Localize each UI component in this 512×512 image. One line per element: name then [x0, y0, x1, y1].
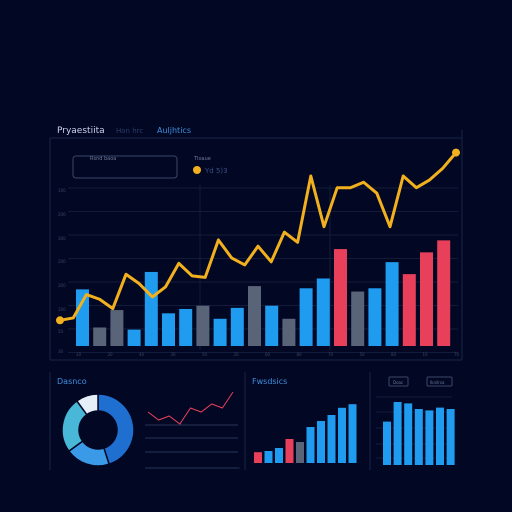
right-bar [414, 409, 423, 465]
bar [248, 286, 261, 346]
line-point-end [452, 148, 460, 157]
bar [110, 310, 124, 346]
tab-2[interactable]: Hon hrc [116, 127, 143, 135]
x-tick: 10 [76, 352, 82, 357]
bar [213, 318, 227, 346]
bar [420, 252, 433, 346]
range-button-2[interactable] [426, 376, 453, 387]
bar [368, 288, 382, 346]
y-tick: 200 [58, 259, 66, 264]
x-tick: 10 [423, 352, 429, 357]
bar [402, 274, 416, 346]
x-tick: 20 [234, 352, 240, 357]
bar [196, 305, 210, 346]
bar [437, 240, 451, 346]
right-bar [404, 403, 413, 465]
mini-bar-chart-middle [254, 404, 357, 463]
search-label: Rsnd baoa [90, 156, 116, 162]
main-panel [49, 130, 463, 361]
mini-line-chart [147, 391, 234, 425]
bar [316, 278, 330, 346]
main-bar-series [76, 240, 451, 346]
bar [144, 271, 158, 346]
mini-bar [317, 421, 325, 463]
main-line-series [56, 148, 460, 325]
bar [282, 318, 296, 346]
y-tick: 300 [58, 236, 66, 241]
donut-slice [75, 393, 99, 416]
mini-bar [296, 442, 304, 463]
y-tick: 100 [58, 188, 66, 193]
legend-value: Yd 5)3 [204, 167, 228, 175]
main-grid [68, 185, 458, 353]
mini-bar [327, 415, 336, 463]
mini-line-grid [145, 424, 238, 469]
line-point-start [56, 316, 64, 325]
mini-bar [254, 452, 262, 463]
y-tick: 300 [58, 283, 66, 288]
x-tick: 40 [139, 352, 145, 357]
bottom-left-title: Dasnco [57, 377, 87, 386]
x-axis-ticks: 10 20 40 30 50 20 60 80 70 50 80 10 70 [76, 352, 460, 357]
mini-bar [264, 451, 273, 463]
tab-analytics[interactable]: Auljhtics [157, 126, 191, 135]
bar [385, 262, 399, 346]
donut-slice [97, 393, 135, 466]
right-bar [425, 410, 434, 465]
x-tick: 30 [171, 352, 177, 357]
x-tick: 80 [391, 352, 397, 357]
x-tick: 50 [360, 352, 366, 357]
header-title: Pryaestiita [57, 126, 105, 136]
range-button-1[interactable] [388, 376, 409, 387]
right-bar [446, 409, 455, 465]
right-bar [393, 402, 402, 465]
x-tick: 60 [265, 352, 271, 357]
x-tick: 20 [108, 352, 114, 357]
mini-bar [348, 404, 357, 463]
x-tick: 70 [454, 352, 460, 357]
bar [179, 308, 193, 346]
mini-bar [338, 407, 346, 463]
bar [76, 289, 89, 346]
x-tick: 70 [328, 352, 334, 357]
x-tick: 50 [202, 352, 208, 357]
mini-bar [285, 439, 294, 463]
bar [334, 249, 347, 346]
range-button-2-label: Iknilrsa [430, 380, 445, 385]
y-tick: 30 [58, 349, 64, 354]
bottom-middle-title: Fwsdsics [252, 377, 287, 386]
mini-trend-line [147, 391, 234, 425]
right-bar [436, 407, 444, 465]
mini-bar [275, 448, 283, 463]
range-button-1-label: Doac [393, 380, 403, 385]
bar [299, 288, 313, 346]
mini-bar-chart-right [383, 402, 455, 465]
legend-header: Tloaue [193, 156, 211, 162]
y-tick: 200 [58, 212, 66, 217]
y-tick: 100 [58, 307, 66, 312]
bar [162, 313, 175, 346]
bar [93, 327, 107, 346]
mini-bar [306, 427, 315, 463]
bar [230, 307, 244, 346]
bar [265, 305, 279, 346]
legend-dot-icon [193, 166, 201, 174]
bar [127, 329, 141, 346]
search-input[interactable] [72, 155, 178, 179]
bar [351, 291, 365, 346]
right-bar [383, 421, 391, 465]
x-tick: 80 [297, 352, 303, 357]
trend-line [58, 151, 458, 322]
donut-chart [61, 393, 135, 467]
y-tick: 50 [58, 329, 64, 334]
y-axis-ticks: 100 200 300 200 300 100 50 30 [58, 188, 66, 354]
